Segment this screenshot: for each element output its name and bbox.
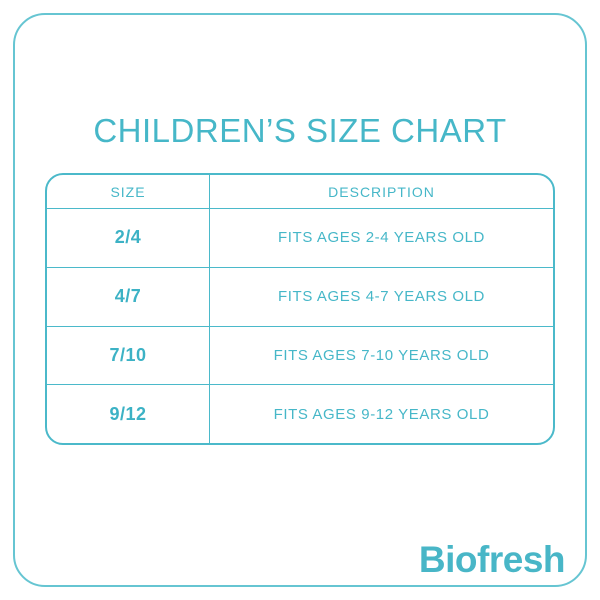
description-cell: FITS AGES 2-4 YEARS OLD [278, 229, 485, 247]
decorative-border-frame [13, 13, 587, 587]
table-row: 4/7 FITS AGES 4-7 YEARS OLD [47, 266, 553, 326]
size-cell: 4/7 [47, 267, 210, 326]
table-row: 2/4 FITS AGES 2-4 YEARS OLD [47, 208, 553, 267]
page-title: CHILDREN’S SIZE CHART [93, 112, 507, 149]
description-cell: FITS AGES 4-7 YEARS OLD [278, 288, 485, 306]
table-row: 7/10 FITS AGES 7-10 YEARS OLD [47, 325, 553, 385]
size-cell: 9/12 [47, 385, 210, 443]
brand-wordmark: Biofresh [418, 539, 566, 580]
size-chart-table: SIZE DESCRIPTION 2/4 FITS AGES 2-4 YEARS… [45, 173, 555, 445]
size-cell: 2/4 [47, 209, 210, 267]
column-header-size: SIZE [47, 175, 210, 208]
description-cell: FITS AGES 9-12 YEARS OLD [273, 405, 490, 423]
table-header-row: SIZE DESCRIPTION [47, 175, 553, 208]
column-header-description: DESCRIPTION [328, 183, 435, 200]
table-row: 9/12 FITS AGES 9-12 YEARS OLD [47, 384, 553, 443]
size-cell: 7/10 [47, 326, 210, 385]
description-cell: FITS AGES 7-10 YEARS OLD [273, 346, 490, 364]
